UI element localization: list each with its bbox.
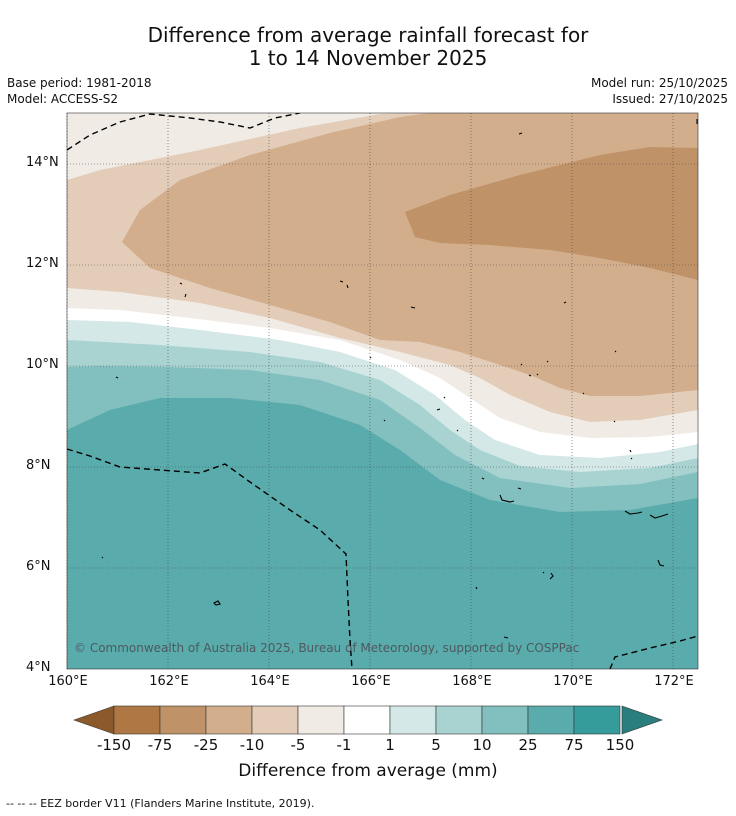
colorbar-cell	[113, 705, 161, 735]
colorbar-cell	[159, 705, 207, 735]
island	[517, 487, 522, 490]
colorbar-cell	[343, 705, 391, 735]
island	[614, 350, 617, 353]
meta-left: Base period: 1981-2018 Model: ACCESS-S2	[7, 75, 152, 107]
colorbar-cell	[297, 705, 345, 735]
base-period-text: Base period: 1981-2018	[7, 76, 152, 90]
island	[101, 556, 104, 559]
island	[629, 449, 633, 460]
map-title-line2: 1 to 14 November 2025	[248, 46, 488, 70]
island	[339, 280, 349, 289]
lat-label: 10°N	[26, 357, 59, 372]
colorbar-tick-label: -25	[193, 736, 219, 754]
copyright-text: © Commonwealth of Australia 2025, Bureau…	[74, 641, 580, 655]
colorbar-title: Difference from average (mm)	[238, 761, 498, 781]
meta-right: Model run: 25/10/2025 Issued: 27/10/2025	[591, 75, 728, 107]
colorbar-cell	[205, 705, 253, 735]
lat-label: 6°N	[26, 559, 51, 574]
colorbar-extend-low	[73, 705, 115, 735]
contour-fills	[67, 113, 698, 669]
colorbar-tick-label: 10	[472, 736, 492, 754]
island	[369, 356, 372, 359]
eez-legend-note: -- -- -- EEZ border V11 (Flanders Marine…	[6, 797, 315, 810]
island	[499, 494, 515, 503]
colorbar-cell	[389, 705, 437, 735]
colorbar-cell	[481, 705, 529, 735]
island	[582, 392, 616, 423]
colorbar-tick-label: 75	[564, 736, 584, 754]
eez-border	[67, 113, 301, 151]
model-text: Model: ACCESS-S2	[7, 92, 119, 106]
island	[503, 636, 509, 639]
island	[213, 600, 221, 606]
colorbar-tick-label: 25	[518, 736, 538, 754]
island	[115, 376, 119, 379]
colorbar-extend-high	[621, 705, 663, 735]
island	[179, 282, 187, 298]
island	[542, 571, 554, 580]
island	[383, 419, 386, 422]
lon-label: 172°E	[654, 674, 694, 689]
lat-label: 4°N	[26, 660, 51, 675]
lon-label: 170°E	[553, 674, 593, 689]
model-run-text: Model run: 25/10/2025	[590, 76, 728, 90]
colorbar-tick-label: -1	[336, 736, 352, 754]
islands	[101, 119, 698, 639]
lat-label: 14°N	[26, 155, 59, 170]
lon-label: 160°E	[48, 674, 88, 689]
graticule	[66, 113, 698, 669]
island	[624, 510, 669, 519]
map-title-line1: Difference from average rainfall forecas…	[147, 23, 589, 47]
lon-label: 168°E	[452, 674, 492, 689]
island	[475, 586, 478, 590]
island	[481, 477, 485, 480]
colorbar-tick-label: 5	[431, 736, 441, 754]
island	[518, 132, 523, 135]
eez-borders	[67, 113, 698, 669]
colorbar-tick-label: 1	[385, 736, 395, 754]
island	[563, 301, 567, 304]
colorbar	[73, 705, 663, 735]
lon-label: 166°E	[351, 674, 391, 689]
colorbar-cell	[573, 705, 621, 735]
colorbar-tick-label: -10	[239, 736, 265, 754]
colorbar-tick-label: -150	[96, 736, 132, 754]
lat-label: 8°N	[26, 458, 51, 473]
island	[410, 306, 416, 309]
colorbar-cell	[435, 705, 483, 735]
issued-text: Issued: 27/10/2025	[612, 92, 728, 106]
colorbar-tick-label: 150	[605, 736, 635, 754]
band-brown-25	[405, 147, 698, 280]
lat-label: 12°N	[26, 256, 59, 271]
colorbar-tick-label: -75	[147, 736, 173, 754]
map-frame	[66, 112, 699, 670]
colorbar-cell	[251, 705, 299, 735]
island	[520, 360, 549, 377]
colorbar-cell	[527, 705, 575, 735]
eez-border	[67, 448, 353, 669]
lon-label: 164°E	[250, 674, 290, 689]
island	[657, 559, 665, 567]
island	[436, 396, 459, 432]
lon-label: 162°E	[149, 674, 189, 689]
colorbar-tick-label: -5	[290, 736, 306, 754]
